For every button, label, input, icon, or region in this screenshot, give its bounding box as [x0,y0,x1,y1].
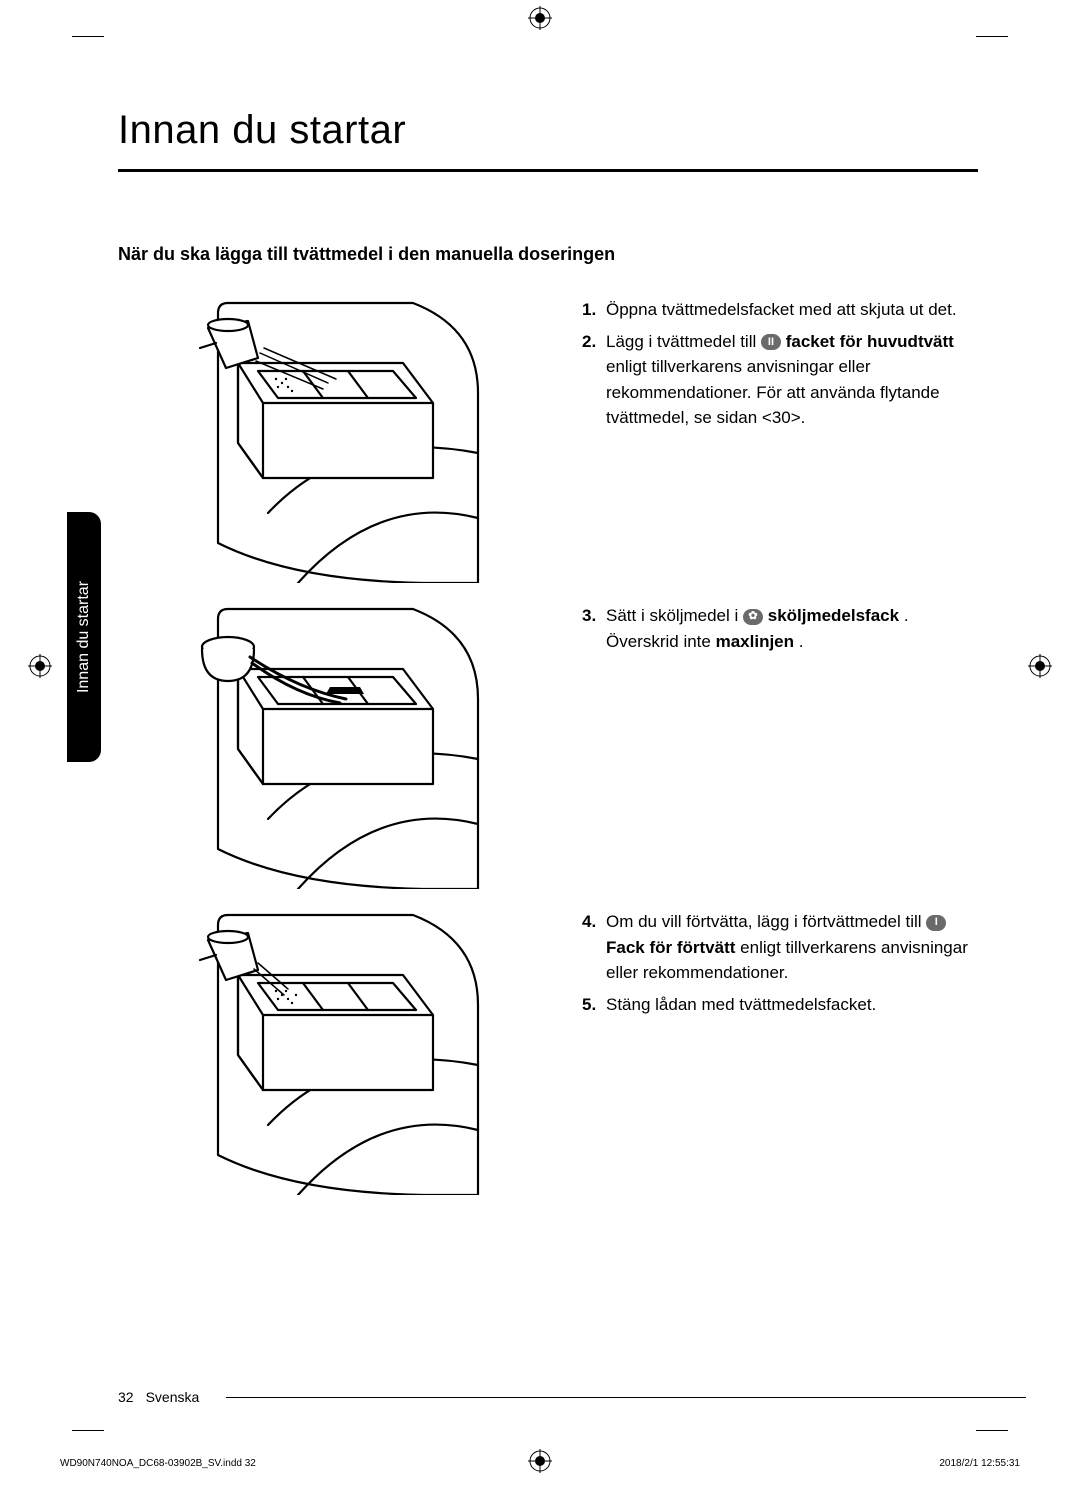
step-item: 2. Lägg i tvättmedel till II facket för … [582,329,978,431]
drawer-illustration-icon [178,293,518,583]
step-text: Öppna tvättmedelsfacket med att skjuta u… [606,300,957,319]
instruction-text: 3. Sätt i sköljmedel i ✿ sköljmedelsfack… [582,599,978,889]
step-text: Sätt i sköljmedel i [606,606,743,625]
step-text: . [799,632,804,651]
manual-page: Innan du startar Innan du startar När du… [0,0,1080,1491]
step-text-bold: maxlinjen [716,632,794,651]
step-text: Lägg i tvättmedel till [606,332,761,351]
step-body: Lägg i tvättmedel till II facket för huv… [606,329,978,431]
print-file-label: WD90N740NOA_DC68-03902B_SV.indd 32 [60,1458,256,1469]
registration-mark-icon [528,1449,552,1473]
section-tab: Innan du startar [67,512,101,762]
compartment-badge-icon: II [761,334,781,350]
step-body: Sätt i sköljmedel i ✿ sköljmedelsfack . … [606,603,978,654]
step-body: Stäng lådan med tvättmedelsfacket. [606,992,978,1018]
crop-mark [976,1430,1008,1431]
instruction-text: 4. Om du vill förtvätta, lägg i förtvätt… [582,905,978,1195]
footer-rule [226,1397,1026,1398]
step-item: 4. Om du vill förtvätta, lägg i förtvätt… [582,909,978,986]
step-text: enligt tillverkarens anvisningar eller r… [606,357,940,427]
step-number: 3. [582,603,600,654]
section-tab-label: Innan du startar [75,581,93,693]
registration-mark-icon [528,6,552,30]
registration-mark-icon [28,654,52,678]
print-timestamp: 2018/2/1 12:55:31 [939,1458,1020,1469]
instruction-row: 3. Sätt i sköljmedel i ✿ sköljmedelsfack… [118,599,978,889]
step-number: 5. [582,992,600,1018]
drawer-illustration-icon [178,599,518,889]
step-item: 5. Stäng lådan med tvättmedelsfacket. [582,992,978,1018]
instruction-row: 1. Öppna tvättmedelsfacket med att skjut… [118,293,978,583]
registration-mark-icon [1028,654,1052,678]
step-text-bold: facket för huvudtvätt [786,332,954,351]
step-body: Öppna tvättmedelsfacket med att skjuta u… [606,297,978,323]
step-text-bold: Fack för förtvätt [606,938,735,957]
crop-mark [72,36,104,37]
page-title: Innan du startar [118,108,978,172]
step-text: Stäng lådan med tvättmedelsfacket. [606,995,876,1014]
section-subtitle: När du ska lägga till tvättmedel i den m… [118,244,978,265]
page-number: 32 [118,1389,134,1405]
step-item: 3. Sätt i sköljmedel i ✿ sköljmedelsfack… [582,603,978,654]
step-text-bold: sköljmedelsfack [768,606,899,625]
content-area: Innan du startar När du ska lägga till t… [118,108,978,1368]
prewash-badge-icon: I [926,915,946,931]
crop-mark [72,1430,104,1431]
softener-badge-icon: ✿ [743,609,763,625]
step-number: 2. [582,329,600,431]
page-footer: 32 Svenska [118,1389,199,1405]
instruction-text: 1. Öppna tvättmedelsfacket med att skjut… [582,293,978,583]
drawer-illustration-icon [178,905,518,1195]
instruction-row: 4. Om du vill förtvätta, lägg i förtvätt… [118,905,978,1195]
step-item: 1. Öppna tvättmedelsfacket med att skjut… [582,297,978,323]
step-text: Om du vill förtvätta, lägg i förtvättmed… [606,912,926,931]
step-number: 4. [582,909,600,986]
page-language: Svenska [146,1389,200,1405]
step-body: Om du vill förtvätta, lägg i förtvättmed… [606,909,978,986]
crop-mark [976,36,1008,37]
step-number: 1. [582,297,600,323]
